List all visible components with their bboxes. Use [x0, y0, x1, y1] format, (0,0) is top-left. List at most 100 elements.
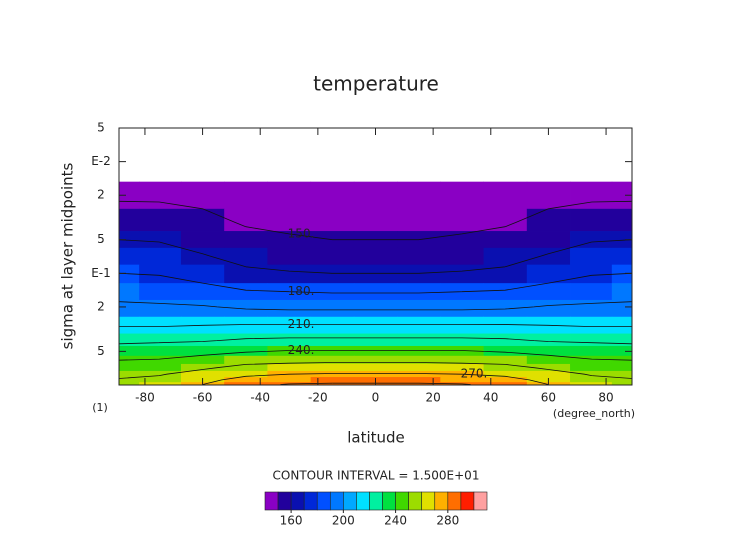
contour-fill: [119, 181, 633, 386]
contour-cell: [440, 264, 484, 284]
contour-cell: [310, 299, 355, 318]
y-axis-units: (1): [92, 401, 108, 414]
contour-cell: [139, 377, 182, 383]
contour-cell: [570, 355, 613, 365]
contour-cell: [526, 299, 571, 318]
contour-cell: [483, 264, 528, 284]
contour-cell: [139, 208, 182, 232]
y-tick-label: 2: [97, 299, 105, 313]
contour-cell: [483, 208, 528, 232]
contour-interval: CONTOUR INTERVAL = 1.500E+01: [273, 469, 480, 483]
x-tick-label: -40: [250, 391, 270, 405]
contour-cell: [570, 345, 613, 357]
contour-cell: [180, 363, 225, 372]
contour-cell: [440, 333, 484, 347]
contour-label: 150.: [288, 226, 315, 240]
contour-cell: [483, 283, 528, 301]
x-axis-label: latitude: [347, 429, 405, 447]
colorbar-box: [473, 491, 488, 511]
y-axis-label: sigma at layer midpoints: [59, 162, 77, 349]
contour-cell: [139, 333, 182, 347]
contour-cell: [440, 363, 484, 372]
x-tick-label: 80: [598, 391, 613, 405]
contour-cell: [526, 264, 571, 284]
contour-cell: [483, 382, 528, 386]
contour-cell: [180, 333, 225, 347]
colorbar-tick-label: 280: [436, 514, 459, 528]
contour-cell: [119, 316, 140, 334]
contour-cell: [397, 247, 441, 266]
contour-cell: [353, 208, 398, 232]
colorbar-box: [316, 491, 331, 511]
y-tick-label: E-1: [91, 266, 111, 280]
contour-cell: [310, 181, 355, 210]
contour-cell: [611, 370, 633, 378]
contour-cell: [397, 333, 441, 347]
contour-cell: [526, 181, 571, 210]
contour-cell: [224, 333, 268, 347]
contour-cell: [397, 299, 441, 318]
contour-cell: [224, 264, 268, 284]
contour-cell: [570, 370, 613, 378]
contour-cell: [440, 345, 484, 357]
contour-line: [118, 337, 633, 345]
contour-cell: [570, 316, 613, 334]
contour-cell: [119, 370, 140, 378]
contour-cell: [526, 363, 571, 372]
contour-cell: [611, 316, 633, 334]
contour-cell: [180, 208, 225, 232]
contour-cell: [224, 231, 268, 249]
contour-cell: [570, 208, 613, 232]
contour-cell: [353, 299, 398, 318]
contour-cell: [483, 377, 528, 383]
contour-cell: [483, 345, 528, 357]
x-tick-label: -60: [193, 391, 213, 405]
contour-cell: [570, 333, 613, 347]
colorbar-box: [395, 491, 409, 511]
y-tick-label: 5: [97, 121, 105, 135]
contour-cell: [353, 345, 398, 357]
contour-cell: [526, 355, 571, 365]
contour-cell: [440, 299, 484, 318]
contour-cell: [483, 316, 528, 334]
contour-cell: [224, 382, 268, 386]
colorbar-box: [447, 491, 462, 511]
contour-cell: [267, 363, 312, 372]
contour-cell: [310, 333, 355, 347]
contour-cell: [397, 208, 441, 232]
contour-cell: [310, 345, 355, 357]
contour-cell: [180, 264, 225, 284]
contour-cell: [353, 283, 398, 301]
contour-cell: [611, 299, 633, 318]
contour-cell: [570, 283, 613, 301]
contour-cell: [440, 247, 484, 266]
contour-cell: [267, 208, 312, 232]
x-tick-label: -80: [135, 391, 155, 405]
x-tick-label: 0: [372, 391, 380, 405]
contour-cell: [310, 377, 355, 383]
contour-cell: [611, 181, 633, 210]
contour-cell: [310, 355, 355, 365]
contour-line: [118, 350, 633, 361]
contour-cell: [611, 247, 633, 266]
contour-cell: [139, 283, 182, 301]
contour-cell: [397, 181, 441, 210]
contour-cell: [310, 316, 355, 334]
contour-cell: [611, 333, 633, 347]
y-tick-label: 5: [97, 232, 105, 246]
contour-cell: [611, 382, 633, 386]
contour-cell: [310, 370, 355, 378]
contour-label: 240.: [288, 343, 315, 357]
contour-cell: [119, 181, 140, 210]
colorbar-box: [277, 491, 292, 511]
colorbar-box: [329, 491, 344, 511]
contour-cell: [397, 363, 441, 372]
contour-cell: [353, 181, 398, 210]
contour-cell: [139, 370, 182, 378]
contour-cell: [570, 382, 613, 386]
contour-cell: [224, 283, 268, 301]
contour-cell: [310, 208, 355, 232]
contour-cell: [180, 181, 225, 210]
contour-cell: [397, 355, 441, 365]
contour-cell: [483, 299, 528, 318]
